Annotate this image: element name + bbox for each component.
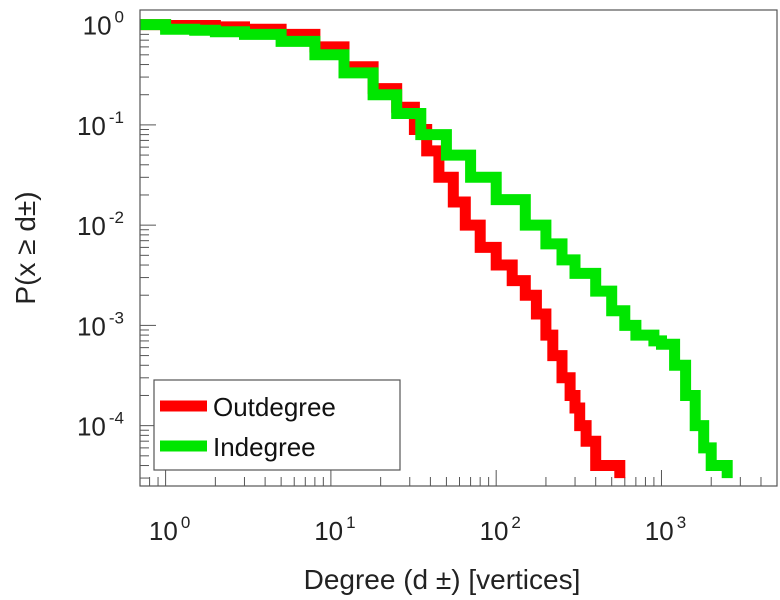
x-tick-label: 10 1 bbox=[314, 513, 355, 546]
y-tick-label: 10 -2 bbox=[77, 208, 124, 241]
x-tick-label: 10 2 bbox=[479, 513, 520, 546]
series-layer bbox=[140, 19, 733, 479]
x-tick-label: 10 3 bbox=[645, 513, 686, 546]
series-line-indegree bbox=[140, 19, 733, 479]
legend: Outdegree Indegree bbox=[153, 379, 401, 471]
legend-box bbox=[153, 379, 401, 471]
x-axis-title: Degree (d ±) [vertices] bbox=[304, 564, 581, 595]
y-tick-label: 10 -3 bbox=[77, 308, 124, 341]
x-tick-labels: 10 0 10 1 10 2 10 3 bbox=[149, 513, 686, 546]
x-tick-label: 10 0 bbox=[149, 513, 190, 546]
y-axis-title: P(x ≥ d±) bbox=[10, 191, 41, 304]
y-tick-label: 10 -1 bbox=[77, 108, 124, 141]
y-tick-label: 10 -4 bbox=[77, 409, 124, 442]
legend-label-indegree: Indegree bbox=[213, 432, 316, 462]
y-tick-label: 10 0 bbox=[83, 8, 124, 41]
plot-frame bbox=[139, 9, 778, 487]
legend-label-outdegree: Outdegree bbox=[213, 392, 336, 422]
